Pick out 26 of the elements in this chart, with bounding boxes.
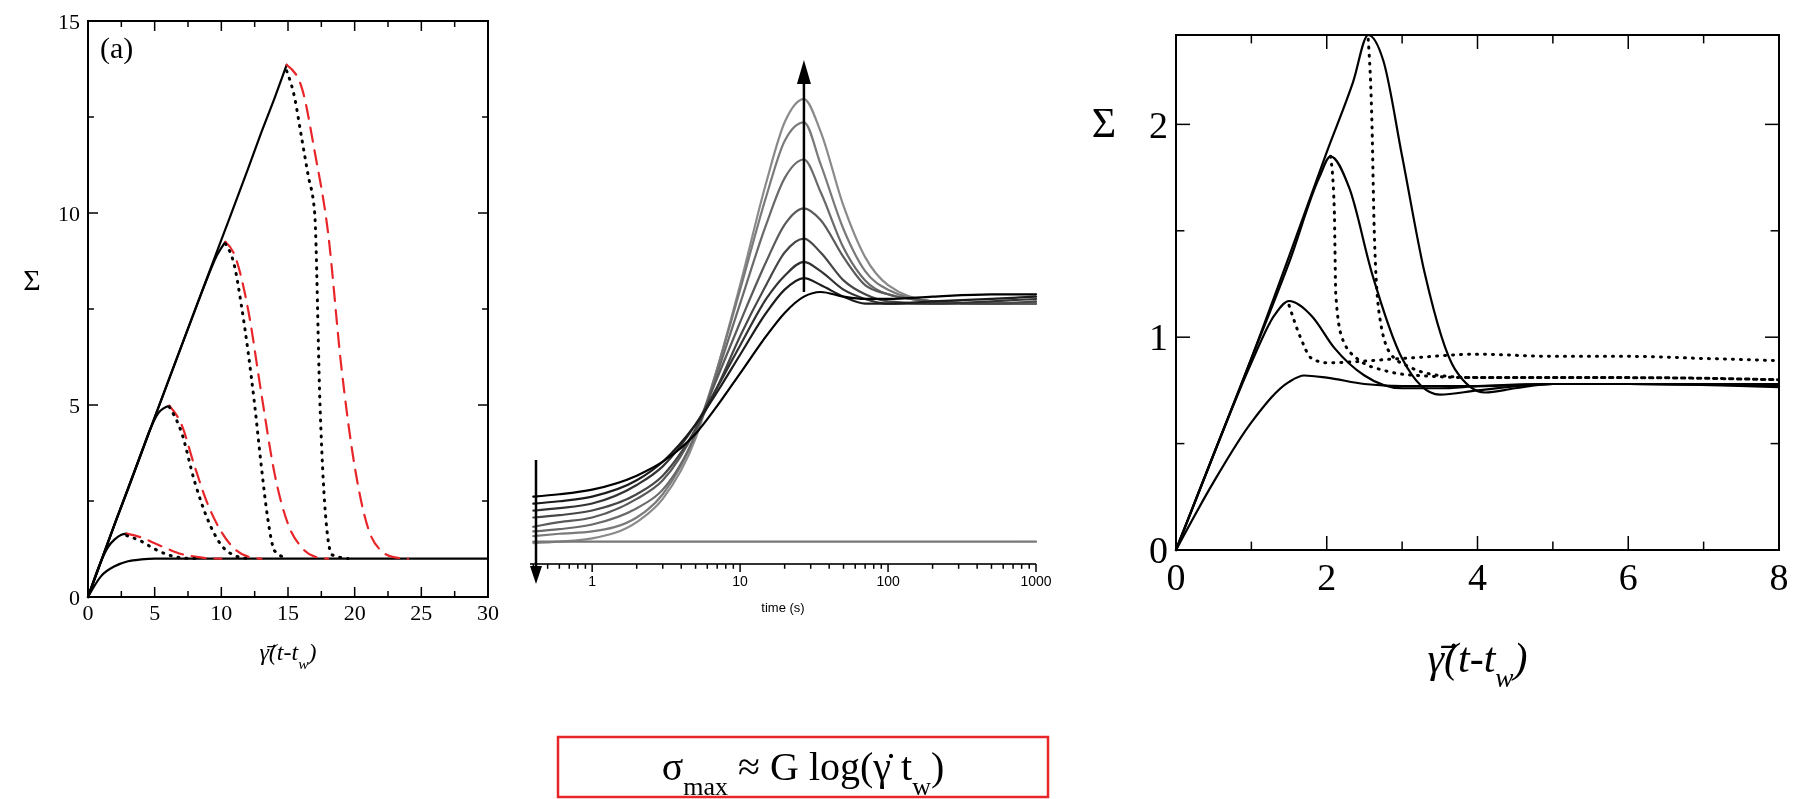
x-tick-label: 20 [343,600,366,626]
x-tick-label: 1 [588,573,597,589]
x-tick-label: 5 [149,600,161,626]
x-axis-title: γ̇̄(t-t$_{w}$) [259,639,317,672]
x-tick-label: 4 [1468,555,1487,598]
x-tick-label: 30 [477,600,499,626]
x-tick-label: 15 [277,600,299,626]
y-tick-label: 2 [1149,103,1168,146]
x-tick-label: 6 [1618,555,1638,598]
x-axis-title: γ̇̄(t-t$_{w}$) [1427,635,1528,693]
x-tick-label: 8 [1769,555,1789,598]
x-tick-label: 25 [410,600,433,626]
x-tick-label: 100 [876,573,900,589]
x-tick-label: 10 [732,573,749,589]
x-tick-label: 1000 [1020,573,1052,589]
y-tick-label: 1 [1149,316,1168,359]
x-tick-label: 2 [1317,555,1337,598]
x-tick-label: 10 [210,600,233,626]
y-axis-title: Σ [1091,100,1117,146]
text: σ$_{max}$ ≈ G log(γ̇ t$_{w}$) [661,744,945,799]
y-tick-label: 10 [58,200,80,226]
y-axis-title: Σ [23,263,41,296]
x-axis-title: time (s) [761,600,805,615]
y-tick-label: 15 [58,8,80,34]
y-tick-label: 5 [69,392,80,418]
annotation: (a) [100,31,134,65]
